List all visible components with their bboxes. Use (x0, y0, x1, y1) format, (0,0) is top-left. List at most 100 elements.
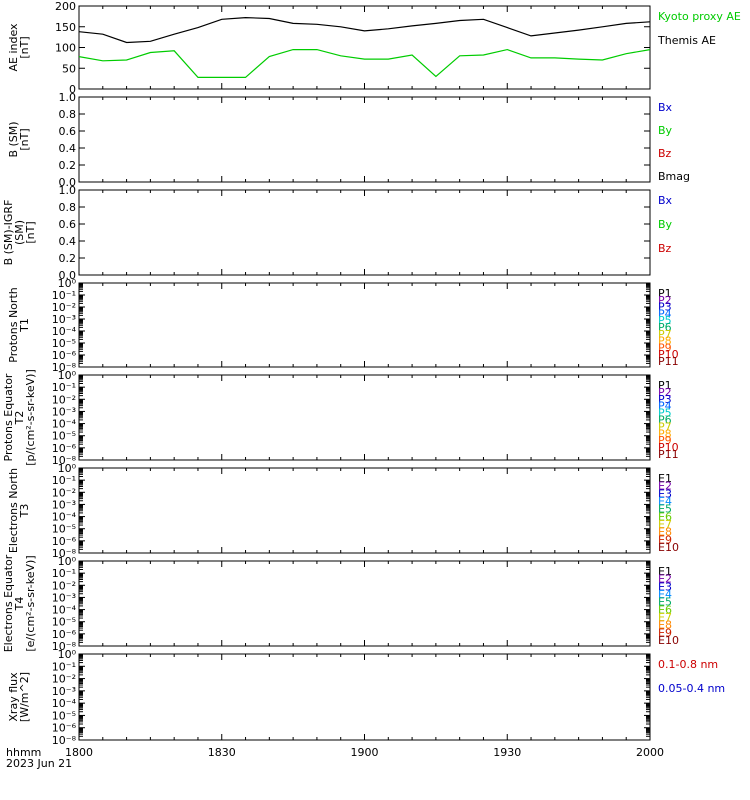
legend-entry: P7 (658, 420, 672, 433)
y-tick-label: 10⁻³ (52, 405, 76, 418)
y-axis-label: Protons Equator (2, 373, 15, 461)
y-tick-label: 0.6 (59, 218, 77, 231)
y-tick-label: 10⁻⁶ (52, 628, 77, 641)
legend-entry: P11 (658, 448, 679, 461)
y-tick-label: 0.4 (59, 235, 77, 248)
y-tick-label: 10⁻² (52, 673, 76, 686)
legend-entry: Bz (658, 242, 672, 255)
y-tick-label: 10⁻¹ (52, 660, 76, 673)
y-axis-label: B (SM)-IGRF (2, 200, 15, 266)
x-tick-label: 2000 (636, 746, 664, 759)
panel-frame (78, 282, 651, 368)
legend-entry: E4 (658, 588, 672, 601)
legend-entry: P9 (658, 341, 672, 354)
y-tick-label: 10⁰ (58, 277, 77, 290)
y-tick-label: 10⁻⁸ (52, 361, 77, 374)
panel-2: 0.0 0.2 0.4 0.6 0.8 1.0 B (SM)[nT] Bx By Bz Bmag (7, 91, 690, 189)
legend-entry: P2 (658, 294, 672, 307)
legend-entry: P6 (658, 321, 672, 334)
y-tick-label: 0.6 (59, 125, 77, 138)
y-axis-label: [W/m^2] (18, 672, 31, 722)
series-line (78, 48, 651, 79)
y-tick-label: 10⁻¹ (52, 567, 76, 580)
legend-entry: E7 (658, 518, 672, 531)
y-tick-label: 10⁻⁸ (52, 734, 77, 747)
y-tick-label: 10⁻² (52, 579, 76, 592)
y-tick-label: 10⁻⁸ (52, 547, 77, 560)
y-tick-label: 10⁻³ (52, 591, 76, 604)
y-tick-label: 0.8 (59, 201, 77, 214)
y-tick-label: 10⁻⁵ (52, 616, 76, 629)
y-tick-label: 10⁻⁶ (52, 442, 77, 455)
y-axis-label: [e/(cm²-s-sr-keV)] (24, 555, 37, 651)
legend-entry: E6 (658, 510, 672, 523)
legend-entry: E1 (658, 472, 672, 485)
y-tick-label: 10⁻⁵ (52, 337, 76, 350)
panel-frame (78, 5, 651, 90)
panel-frame (78, 560, 651, 647)
y-tick-label: 10⁻⁴ (52, 325, 77, 338)
y-axis-label: Protons North (7, 287, 20, 362)
legend-entry: E4 (658, 495, 672, 508)
legend-entry: E3 (658, 580, 672, 593)
y-tick-label: 10⁻⁴ (52, 604, 77, 617)
footer-date: 2023 Jun 21 (6, 757, 73, 770)
legend-entry: P1 (658, 287, 672, 300)
legend-entry: Bx (658, 194, 673, 207)
y-tick-label: 10⁻¹ (52, 474, 76, 487)
panel-frame (78, 96, 651, 183)
legend-entry: E8 (658, 526, 672, 539)
panel-3: 0.0 0.2 0.4 0.6 0.8 1.0 B (SM)-IGRF(SM)[nT] Bx B… (2, 184, 673, 282)
y-tick-label: 10⁻⁶ (52, 722, 77, 735)
legend-entry: P10 (658, 348, 679, 361)
legend-entry: P9 (658, 434, 672, 447)
legend-entry: P11 (658, 355, 679, 368)
legend-entry: By (658, 124, 673, 137)
y-tick-label: 10⁰ (58, 369, 77, 382)
legend-entry: E9 (658, 533, 672, 546)
legend-entry: Themis AE (657, 34, 716, 47)
panel-frame (78, 467, 651, 554)
y-axis-label: T3 (18, 504, 31, 519)
y-tick-label: 0.2 (59, 252, 77, 265)
legend-entry: P4 (658, 400, 672, 413)
y-tick-label: 0.4 (59, 142, 77, 155)
y-tick-label: 10⁻³ (52, 685, 76, 698)
legend-entry: E2 (658, 573, 672, 586)
y-tick-label: 50 (62, 62, 76, 75)
y-tick-label: 100 (55, 42, 76, 55)
legend-entry: E5 (658, 596, 672, 609)
y-tick-label: 1.0 (59, 184, 77, 197)
y-axis-label: T2 (13, 411, 26, 426)
panel-frame (78, 189, 651, 276)
legend-entry: P8 (658, 335, 672, 348)
legend-entry: Kyoto proxy AE (658, 10, 741, 23)
legend-entry: Bmag (658, 170, 690, 183)
legend-entry: P1 (658, 379, 672, 392)
legend-entry: E10 (658, 634, 679, 647)
y-tick-label: 10⁻⁴ (52, 697, 77, 710)
y-tick-label: 10⁻⁸ (52, 640, 77, 653)
legend-entry: P10 (658, 441, 679, 454)
y-tick-label: 1.0 (59, 91, 77, 104)
legend-entry: E7 (658, 611, 672, 624)
x-tick-label: 1800 (65, 746, 93, 759)
y-tick-label: 10⁻¹ (52, 289, 76, 302)
legend-entry: P5 (658, 407, 672, 420)
legend-entry: P5 (658, 314, 672, 327)
y-axis-label: Electrons Equator (2, 554, 15, 652)
legend-entry: E8 (658, 619, 672, 632)
y-axis-label: [nT] (18, 128, 31, 150)
panel-frame (78, 653, 651, 741)
legend-entry: E2 (658, 480, 672, 493)
legend-entry: P2 (658, 386, 672, 399)
y-axis-label: Xray flux (7, 672, 20, 722)
legend-entry: Bx (658, 101, 673, 114)
y-tick-label: 10⁻⁶ (52, 349, 77, 362)
y-tick-label: 0.2 (59, 159, 77, 172)
y-tick-label: 10⁻⁵ (52, 430, 76, 443)
